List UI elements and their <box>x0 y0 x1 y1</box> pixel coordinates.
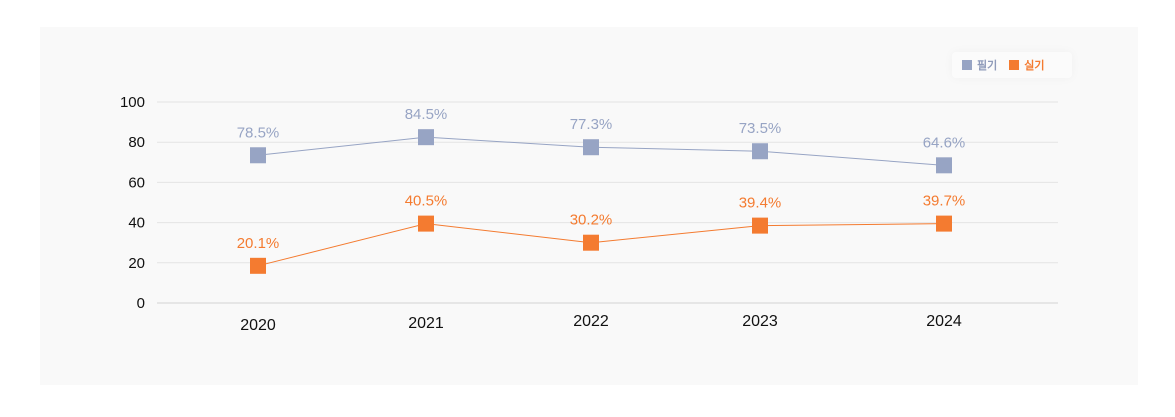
legend-item-practical[interactable]: 실기 <box>1009 57 1045 73</box>
data-marker <box>418 129 434 146</box>
data-label: 40.5% <box>405 193 448 210</box>
data-marker <box>936 215 952 232</box>
data-marker <box>418 215 434 232</box>
legend: 필기 실기 <box>952 52 1072 78</box>
y-tick-label: 60 <box>128 174 145 191</box>
data-marker <box>250 257 266 274</box>
x-tick-label: 2024 <box>926 313 962 330</box>
data-label: 77.3% <box>570 116 613 133</box>
legend-swatch-written <box>962 60 972 70</box>
data-label: 73.5% <box>739 120 782 137</box>
series-line <box>257 136 945 166</box>
y-tick-label: 20 <box>128 255 145 272</box>
data-marker <box>752 217 768 234</box>
legend-label-written: 필기 <box>977 59 998 72</box>
data-marker <box>583 234 599 251</box>
chart-panel <box>40 27 1138 385</box>
data-label: 39.4% <box>739 195 782 212</box>
data-label: 20.1% <box>237 235 280 252</box>
data-label: 84.5% <box>405 106 448 123</box>
data-marker <box>752 143 768 160</box>
series-line <box>257 223 945 267</box>
x-tick-label: 2023 <box>742 313 778 330</box>
y-tick-label: 80 <box>128 134 145 151</box>
y-tick-label: 0 <box>137 295 145 312</box>
legend-swatch-practical <box>1009 60 1020 70</box>
x-tick-label: 2021 <box>408 315 444 332</box>
data-marker <box>583 139 599 156</box>
data-marker <box>250 147 266 164</box>
data-label: 78.5% <box>237 124 280 141</box>
data-label: 39.7% <box>923 193 966 210</box>
legend-item-written[interactable]: 필기 <box>962 57 997 73</box>
x-tick-label: 2020 <box>240 317 276 334</box>
data-label: 30.2% <box>570 212 613 229</box>
x-tick-label: 2022 <box>573 313 609 330</box>
data-marker <box>936 157 952 174</box>
data-label: 64.6% <box>923 134 966 151</box>
y-tick-label: 40 <box>128 215 145 232</box>
legend-label-practical: 실기 <box>1024 59 1045 72</box>
y-tick-label: 100 <box>120 94 145 111</box>
